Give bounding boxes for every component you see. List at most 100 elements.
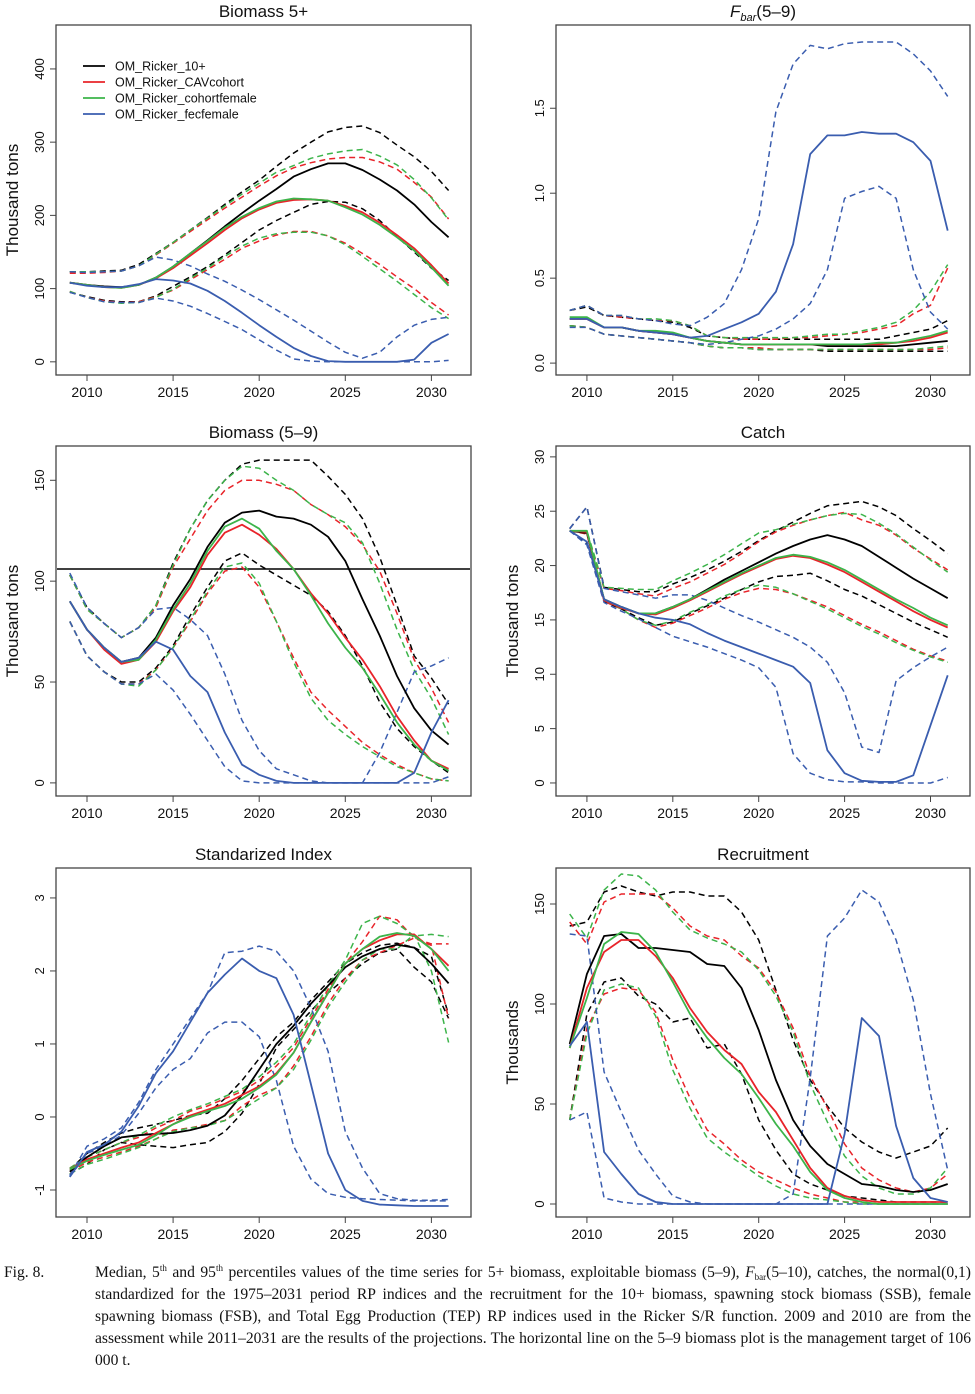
x-tick-label: 2025 — [330, 1226, 361, 1242]
caption-f-symbol: F — [745, 1264, 755, 1281]
series-group — [69, 125, 450, 363]
series-line-om-ricker-fecfemale-p95 — [569, 41, 949, 327]
plot-frame — [55, 24, 472, 376]
series-line-om-ricker-cohortfemale-median — [69, 197, 450, 289]
series-line-om-ricker-cavcohort-p95 — [69, 479, 450, 723]
series-line-om-ricker-fecfemale-p95 — [69, 572, 449, 784]
series-line-om-ricker-cavcohort-p95 — [569, 267, 949, 341]
y-tick-label: 0 — [32, 358, 47, 365]
x-tick-label: 2010 — [571, 805, 602, 821]
series-line-om-ricker-cohortfemale-p5 — [569, 530, 948, 664]
panel-title: Standarized Index — [195, 845, 333, 864]
series-line-om-ricker-cavcohort-p95 — [69, 915, 449, 1169]
x-tick-label: 2015 — [158, 1226, 189, 1242]
x-tick-label: 2020 — [244, 384, 275, 400]
series-line-om-ricker-fecfemale-median — [569, 131, 949, 339]
legend: OM_Ricker_10+ OM_Ricker_CAVcohort OM_Ricke… — [83, 60, 257, 122]
y-tick-label: 150 — [532, 893, 547, 915]
y-tick-label: 0.0 — [532, 354, 547, 372]
panel-title: Biomass 5+ — [219, 2, 308, 21]
x-tick-label: 2030 — [915, 1226, 946, 1242]
y-tick-label: 2 — [32, 967, 47, 974]
x-tick-label: 2010 — [71, 805, 102, 821]
panel-title: Biomass (5–9) — [209, 423, 319, 442]
series-line-om-ricker-cavcohort-p5 — [69, 230, 450, 316]
series-line-om-ricker-cohortfemale-median — [69, 517, 450, 772]
caption-superscript: th — [159, 1263, 167, 1273]
x-tick-label: 2030 — [915, 805, 946, 821]
x-tick-label: 2025 — [829, 1226, 860, 1242]
series-line-om-ricker-cavcohort-median — [69, 198, 450, 289]
plot-frame — [55, 867, 472, 1218]
series-line-om-ricker-cavcohort-p95 — [569, 511, 949, 597]
series-line-om-ricker-cohortfemale-p5 — [568, 983, 948, 1205]
caption-part: Median, 5 — [95, 1264, 160, 1281]
series-line-om-ricker-cavcohort-p5 — [69, 937, 450, 1173]
series-line-om-ricker-cavcohort-median — [69, 523, 449, 770]
y-tick-label: 50 — [532, 1097, 547, 1111]
series-line-om-ricker-cohortfemale-p95 — [569, 873, 949, 1195]
x-tick-label: 2030 — [416, 1226, 447, 1242]
y-tick-label: 3 — [32, 894, 47, 901]
series-line-om-ricker-10-p95 — [69, 942, 450, 1171]
series-line-om-ricker-cohortfemale-p95 — [69, 148, 450, 273]
series-line-om-ricker-fecfemale-median — [569, 530, 949, 783]
caption-superscript: th — [215, 1263, 223, 1273]
x-tick-label: 2010 — [71, 384, 102, 400]
y-tick-label: 25 — [532, 504, 547, 518]
series-line-om-ricker-cohortfemale-p95 — [569, 264, 949, 339]
figure-panels: Biomass 5+2010 2015 2020 2025 20300100200300… — [3, 2, 971, 1242]
x-tick-label: 2030 — [915, 384, 946, 400]
y-tick-label: 0 — [32, 1113, 47, 1120]
series-line-om-ricker-fecfemale-median — [69, 600, 450, 784]
x-tick-label: 2025 — [330, 805, 361, 821]
y-axis-label: Thousand tons — [3, 144, 22, 256]
y-tick-label: 1.0 — [532, 184, 547, 202]
y-tick-label: 10 — [532, 667, 547, 681]
series-line-om-ricker-fecfemale-p5 — [69, 1021, 449, 1202]
y-tick-label: 5 — [532, 725, 547, 732]
y-axis-label: Thousand tons — [3, 565, 22, 677]
x-tick-label: 2025 — [829, 805, 860, 821]
x-tick-label: 2020 — [743, 384, 774, 400]
series-line-om-ricker-cohortfemale-median — [568, 931, 948, 1205]
plot-frame — [555, 867, 971, 1218]
legend-label: OM_Ricker_fecfemale — [115, 108, 239, 122]
series-line-om-ricker-10-median — [69, 943, 450, 1173]
series-line-om-ricker-fecfemale-p5 — [569, 530, 948, 784]
x-tick-label: 2015 — [657, 384, 688, 400]
y-tick-label: -1 — [32, 1184, 47, 1196]
y-tick-label: 300 — [32, 131, 47, 153]
title-f-symbol: F — [730, 2, 742, 21]
series-line-om-ricker-fecfemale-p5 — [569, 1111, 948, 1205]
x-tick-label: 2030 — [416, 384, 447, 400]
x-tick-label: 2020 — [244, 1226, 275, 1242]
series-line-om-ricker-fecfemale-median — [69, 278, 450, 363]
panel-biomass59: Biomass (5–9) 2010 2015 2020 2025 2030 0 50 100 1… — [3, 423, 472, 821]
series-line-om-ricker-10-p5 — [69, 552, 450, 774]
panel-stdindex: Standarized Index 2010 2015 2020 2025 2030 -1 0… — [32, 845, 472, 1242]
x-tick-label: 2010 — [571, 384, 602, 400]
plot-frame — [555, 445, 971, 797]
series-line-om-ricker-10-p95 — [69, 125, 450, 273]
y-tick-label: 30 — [532, 450, 547, 464]
series-line-om-ricker-10-p5 — [568, 977, 948, 1203]
plot-frame — [55, 445, 472, 797]
y-tick-label: 100 — [532, 993, 547, 1015]
y-tick-label: 20 — [532, 558, 547, 572]
series-line-om-ricker-cohortfemale-p95 — [69, 915, 449, 1169]
series-line-om-ricker-fecfemale-p95 — [69, 945, 449, 1201]
series-line-om-ricker-10-median — [69, 509, 450, 746]
y-tick-label: 0 — [32, 779, 47, 786]
series-line-om-ricker-10-p95 — [569, 306, 949, 341]
series-group — [569, 500, 949, 784]
x-tick-label: 2015 — [657, 805, 688, 821]
legend-label: OM_Ricker_cohortfemale — [115, 92, 257, 106]
series-group — [57, 459, 470, 784]
y-tick-label: 100 — [32, 278, 47, 300]
y-tick-label: 50 — [32, 675, 47, 689]
x-tick-label: 2015 — [158, 384, 189, 400]
series-line-om-ricker-cavcohort-p5 — [69, 566, 449, 782]
plot-frame — [555, 24, 971, 376]
x-tick-label: 2015 — [657, 1226, 688, 1242]
